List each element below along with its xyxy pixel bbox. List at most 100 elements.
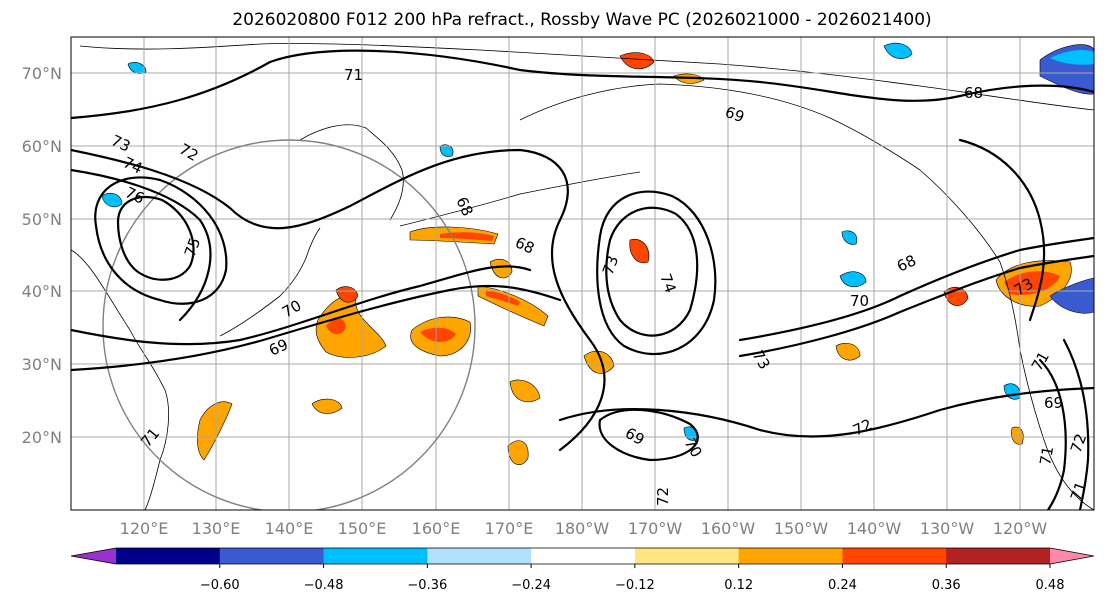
lat-labels: 70°N 60°N 50°N 40°N 30°N 20°N xyxy=(22,64,62,447)
figure-title: 2026020800 F012 200 hPa refract., Rossby… xyxy=(232,10,931,30)
contour-label: 71 xyxy=(1036,445,1057,467)
colorbar-segment xyxy=(842,548,947,564)
lon-label: 140°E xyxy=(265,519,314,538)
lat-label: 40°N xyxy=(22,282,62,301)
lat-label: 70°N xyxy=(22,64,62,83)
lon-label: 130°E xyxy=(192,519,241,538)
contour-line xyxy=(596,190,717,356)
colorbar-tick-label: 0.36 xyxy=(932,578,961,593)
colorbar-tick-label: −0.60 xyxy=(200,578,240,593)
positive-anomaly-blob xyxy=(619,52,655,70)
coastline-arctic xyxy=(79,43,1094,111)
lat-label: 20°N xyxy=(22,428,62,447)
positive-anomaly-blob xyxy=(507,440,529,466)
negative-anomaly-blob xyxy=(439,144,454,157)
contour-label: 73 xyxy=(599,253,622,277)
contour-label: 70 xyxy=(850,292,869,310)
colorbar-segment xyxy=(634,548,740,564)
negative-anomaly-blob xyxy=(883,42,913,59)
negative-anomaly-blob xyxy=(841,230,858,245)
colorbar-extend-max xyxy=(1050,548,1094,564)
positive-anomaly-blob xyxy=(583,350,615,374)
colorbar: −0.60 −0.48 −0.36 −0.24 −0.12 0.12 0.24 0.36 0.4… xyxy=(70,547,1095,593)
colorbar-tick-label: 0.24 xyxy=(828,578,857,593)
contour-label: 71 xyxy=(344,66,363,84)
contour-line xyxy=(71,168,212,322)
contour-line xyxy=(598,408,699,462)
lon-label: 120°E xyxy=(120,519,169,538)
contour-label: 68 xyxy=(964,84,983,102)
colorbar-tick-label: −0.36 xyxy=(407,578,447,593)
lon-label: 150°E xyxy=(338,519,387,538)
contour-label: 69 xyxy=(723,103,747,126)
contour-line xyxy=(605,206,699,337)
colorbar-segment xyxy=(219,548,325,564)
lon-label: 170°E xyxy=(485,519,534,538)
coastline-north-america xyxy=(999,261,1094,510)
colorbar-segment xyxy=(323,548,428,564)
lon-label: 150°W xyxy=(774,519,829,538)
positive-anomaly-blob xyxy=(311,398,343,414)
coastlines xyxy=(71,43,1094,510)
contour-label: 74 xyxy=(656,271,679,295)
positive-anomaly-blob xyxy=(835,343,861,361)
colorbar-tick-label: 0.12 xyxy=(724,578,753,593)
colorbar-segments xyxy=(71,548,1094,564)
colorbar-segment xyxy=(531,548,636,564)
negative-anomaly-blob xyxy=(1039,44,1094,95)
colorbar-tick-label: 0.48 xyxy=(1036,578,1065,593)
contour-lines xyxy=(71,49,1094,510)
lon-label: 180°W xyxy=(555,519,610,538)
map-frame xyxy=(70,36,1095,511)
colorbar-segment xyxy=(946,548,1051,564)
contour-line xyxy=(94,176,228,305)
contour-line xyxy=(1038,358,1067,510)
positive-anomaly-blob xyxy=(409,226,499,245)
positive-anomaly-blob xyxy=(629,238,650,264)
negative-anomaly-blob xyxy=(101,192,123,208)
lon-label: 170°W xyxy=(628,519,683,538)
great-circle-ring xyxy=(102,139,476,510)
contour-line xyxy=(738,254,1094,358)
colorbar-tick-label: −0.48 xyxy=(304,578,344,593)
contour-line xyxy=(71,284,562,372)
contour-label: 69 xyxy=(1044,394,1063,412)
shading-layer xyxy=(101,42,1094,466)
colorbar-outline xyxy=(70,547,1095,565)
lon-labels: 120°E 130°E 140°E 150°E 160°E 170°E 180°… xyxy=(120,519,1048,538)
positive-anomaly-blob xyxy=(410,316,471,357)
contour-line xyxy=(71,49,1094,120)
negative-anomaly-blob xyxy=(839,271,867,288)
positive-anomaly-blob xyxy=(489,259,513,279)
contour-line xyxy=(738,236,1094,342)
coastline-alaska xyxy=(519,83,1001,263)
lat-label: 50°N xyxy=(22,210,62,229)
coastline-japan xyxy=(219,227,321,337)
lat-label: 60°N xyxy=(22,137,62,156)
contour-label: 72 xyxy=(1067,431,1090,455)
lat-label: 30°N xyxy=(22,355,62,374)
lon-label: 120°W xyxy=(993,519,1048,538)
colorbar-segment xyxy=(116,548,221,564)
colorbar-segment xyxy=(427,548,532,564)
lon-label: 160°E xyxy=(412,519,461,538)
gridlines xyxy=(71,37,1094,510)
negative-anomaly-blob xyxy=(1049,277,1094,314)
lon-label: 140°W xyxy=(847,519,902,538)
coastline-aleutians xyxy=(399,171,641,227)
colorbar-extend-min xyxy=(71,548,116,564)
colorbar-ticks: −0.60 −0.48 −0.36 −0.24 −0.12 0.12 0.24 0.36 0.4… xyxy=(200,564,1065,593)
contour-line xyxy=(1062,338,1090,510)
colorbar-tick-label: −0.12 xyxy=(615,578,655,593)
lon-label: 130°W xyxy=(920,519,975,538)
lon-label: 160°W xyxy=(701,519,756,538)
colorbar-segment xyxy=(738,548,843,564)
contour-line xyxy=(958,138,1046,322)
contour-line xyxy=(116,195,195,281)
contour-label: 72 xyxy=(654,487,672,506)
contour-line xyxy=(558,386,1094,438)
colorbar-tick-label: −0.24 xyxy=(511,578,551,593)
contour-label: 71 xyxy=(1067,479,1090,503)
coastline-kamchatka xyxy=(299,124,404,221)
contour-line xyxy=(71,265,532,346)
